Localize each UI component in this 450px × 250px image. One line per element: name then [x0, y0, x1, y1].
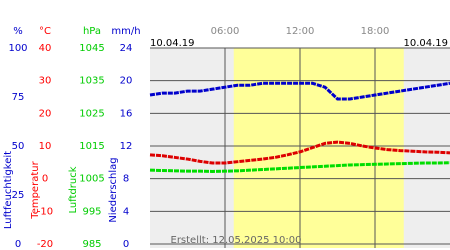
created-note: Erstellt: 12.05.2025 10:00: [171, 235, 302, 246]
y-tick-label: 25: [12, 190, 25, 201]
y-tick-label: 1025: [79, 108, 104, 119]
y-tick-label: 40: [39, 43, 52, 54]
y-tick-label: 75: [12, 92, 25, 103]
y-tick-label: 1045: [79, 43, 104, 54]
y-tick-label: -10: [37, 206, 53, 217]
y-tick-label: 20: [120, 76, 133, 87]
x-tick-label: 18:00: [361, 26, 390, 37]
y-tick-label: 8: [123, 174, 129, 185]
axis-label: Luftdruck: [68, 166, 79, 213]
series-line: [149, 81, 450, 101]
y-tick-label: 12: [120, 141, 133, 152]
y-tick-label: 1005: [79, 174, 104, 185]
y-tick-label: 10: [39, 141, 52, 152]
y-tick-label: 24: [120, 43, 133, 54]
y-tick-label: 0: [15, 239, 21, 250]
y-tick-label: 16: [120, 108, 133, 119]
y-tick-label: 4: [123, 206, 129, 217]
axis-label: Niederschlag: [108, 157, 119, 222]
axis-label: Temperatur: [30, 160, 41, 219]
y-tick-label: 995: [82, 206, 101, 217]
axis-unit: mm/h: [111, 26, 140, 37]
axis-unit: %: [13, 26, 23, 37]
axis-unit: °C: [39, 26, 51, 37]
y-tick-label: 1015: [79, 141, 104, 152]
y-tick-label: 985: [82, 239, 101, 250]
y-tick-label: 1035: [79, 76, 104, 87]
date-right: 10.04.19: [403, 38, 448, 49]
y-tick-label: 30: [39, 76, 52, 87]
y-tick-label: 50: [12, 141, 25, 152]
x-tick-label: 12:00: [286, 26, 315, 37]
y-tick-label: -20: [37, 239, 53, 250]
y-tick-label: 0: [42, 174, 48, 185]
x-tick-label: 06:00: [211, 26, 240, 37]
series-line: [149, 161, 450, 173]
axis-unit: hPa: [83, 26, 101, 37]
axis-label: Luftfeuchtigkeit: [3, 151, 14, 229]
date-left: 10.04.19: [150, 38, 195, 49]
y-tick-label: 100: [8, 43, 27, 54]
series-line: [149, 140, 450, 165]
y-tick-label: 0: [123, 239, 129, 250]
y-tick-label: 20: [39, 108, 52, 119]
